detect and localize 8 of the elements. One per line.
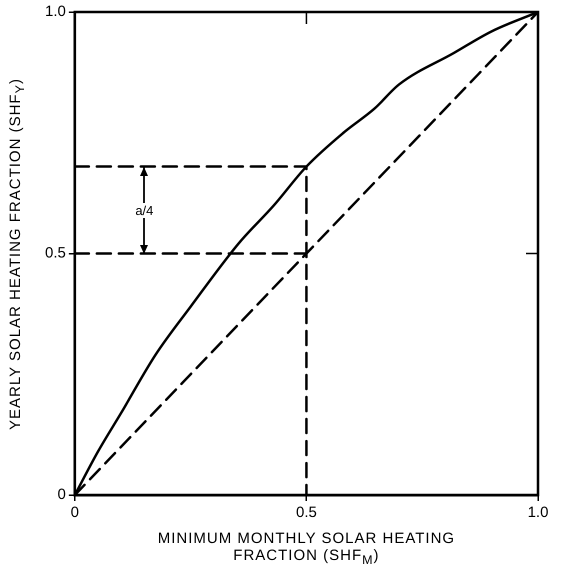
x-tick-label: 0.5 (296, 504, 317, 522)
x-tick-label: 0 (70, 504, 80, 522)
annotation: a/4 (134, 202, 154, 218)
y-tick-label: 0.5 (44, 244, 66, 262)
y-tick-label: 1.0 (44, 3, 66, 20)
x-tick-label: 1.0 (528, 504, 548, 522)
y-tick-label: 0 (58, 486, 66, 504)
x-axis-title: MINIMUM MONTHLY SOLAR HEATING FRACTION (SHF$_{M}$) (156, 530, 456, 569)
